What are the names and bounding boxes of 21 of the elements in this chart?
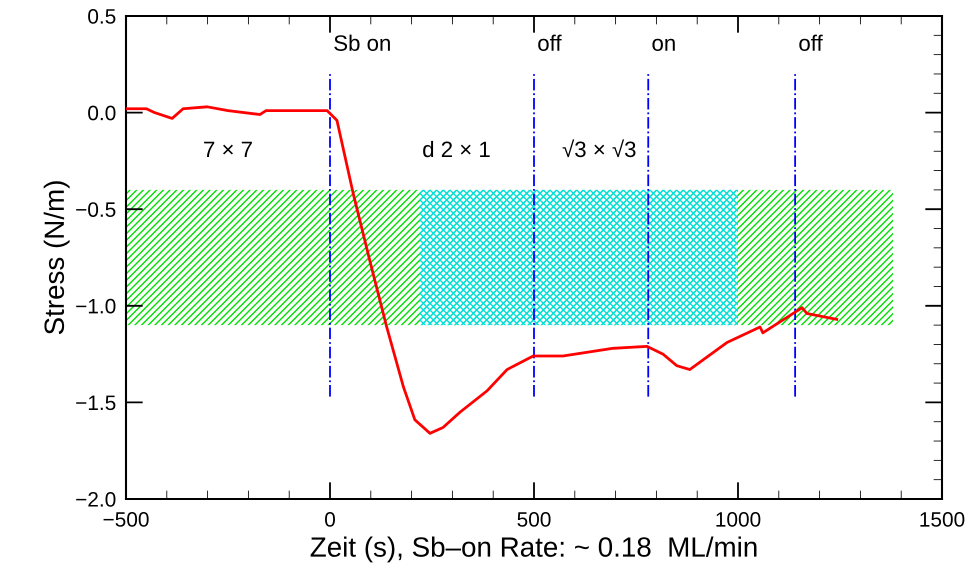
x-tick-label: 1000 (716, 512, 760, 527)
x-tick-label: 0 (325, 512, 335, 527)
annotation: 7 × 7 (204, 142, 252, 157)
annotation: √3 × √3 (562, 139, 636, 158)
ref-line-label: on (652, 38, 675, 51)
ref-line-label: Sb on (334, 34, 390, 51)
y-tick-label: −2.0 (76, 492, 116, 507)
x-tick-label: 500 (517, 512, 551, 527)
x-axis-title: Zeit (s), Sb–on Rate: ~ 0.18 ML/min (310, 536, 756, 562)
y-tick-label: 0.5 (88, 9, 116, 24)
y-axis-title: Stress (N/m) (44, 181, 70, 334)
y-tick-label: −1.0 (76, 298, 116, 314)
ref-line-label: off (538, 34, 562, 51)
line-series (126, 105, 838, 435)
y-tick-label: −0.5 (76, 202, 116, 217)
x-tick-label: −500 (104, 512, 149, 527)
annotation: d 2 × 1 (423, 140, 490, 158)
y-tick-label: 0.0 (88, 106, 116, 120)
ref-line-label: off (799, 34, 823, 51)
y-tick-label: −1.5 (76, 396, 116, 410)
x-tick-label: 1500 (920, 512, 964, 527)
